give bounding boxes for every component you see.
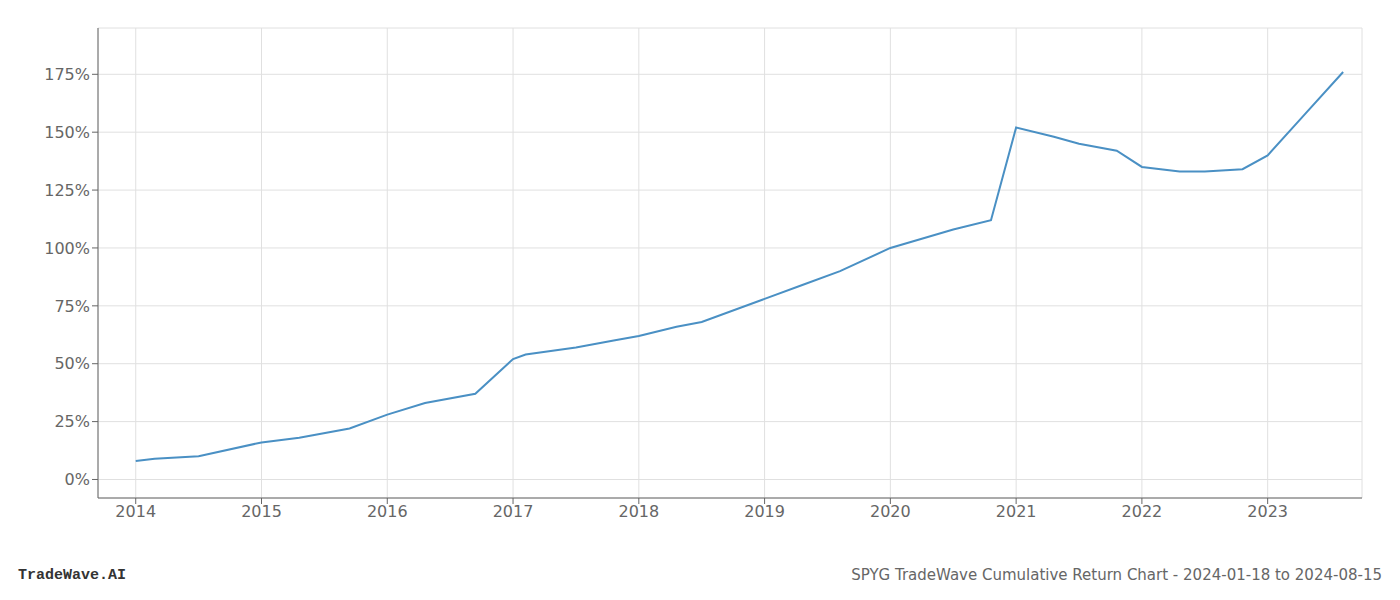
html-text:SPYG TradeWave Cumulative Retu: SPYG TradeWave Cumulative Return Chart -…	[851, 566, 1382, 584]
svg-text:75%: 75%	[54, 297, 90, 316]
svg-text:50%: 50%	[54, 354, 90, 373]
svg-text:150%: 150%	[44, 123, 90, 142]
svg-text:125%: 125%	[44, 181, 90, 200]
svg-text:2016: 2016	[367, 502, 408, 521]
svg-text:25%: 25%	[54, 412, 90, 431]
svg-text:2017: 2017	[493, 502, 534, 521]
svg-text:2020: 2020	[870, 502, 911, 521]
svg-text:0%: 0%	[65, 470, 90, 489]
svg-text:2021: 2021	[996, 502, 1037, 521]
svg-text:2014: 2014	[115, 502, 156, 521]
svg-text:100%: 100%	[44, 239, 90, 258]
svg-text:2015: 2015	[241, 502, 282, 521]
svg-text:2018: 2018	[618, 502, 659, 521]
svg-text:175%: 175%	[44, 65, 90, 84]
svg-text:2023: 2023	[1247, 502, 1288, 521]
html-text:TradeWave.AI: TradeWave.AI	[18, 567, 126, 584]
svg-text:2022: 2022	[1122, 502, 1163, 521]
svg-text:2019: 2019	[744, 502, 785, 521]
